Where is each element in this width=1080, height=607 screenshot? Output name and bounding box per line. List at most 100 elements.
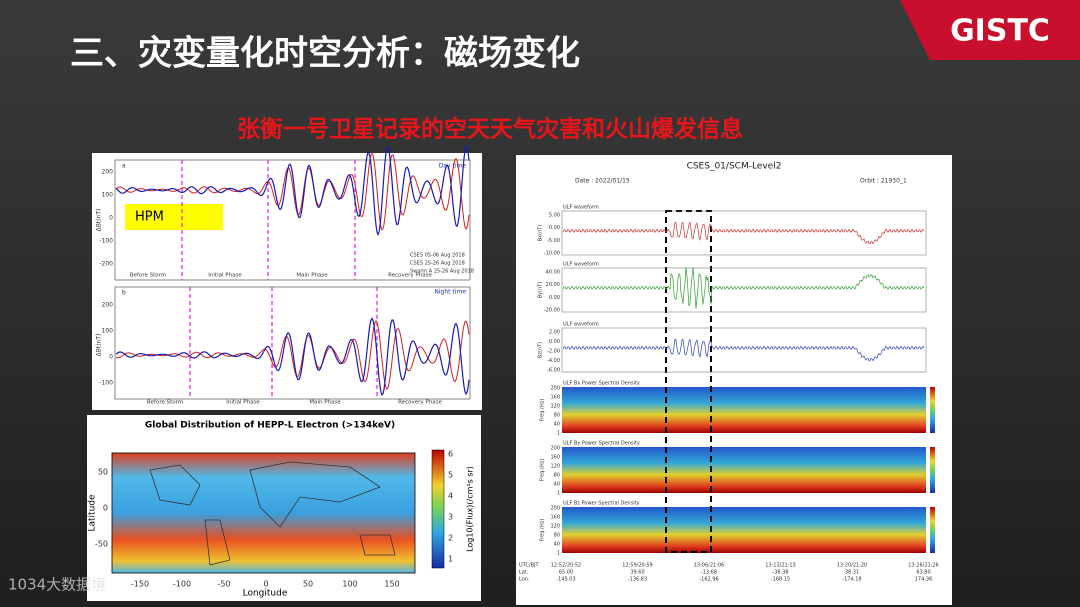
phase-label: Before Storm — [130, 273, 166, 279]
x-tick-label: 100 — [342, 580, 357, 589]
x-tick-label: 63.80 — [916, 570, 930, 576]
y-tick-label: 200 — [550, 386, 560, 392]
legend-entry: CSES 25-26 Aug 2018 — [410, 261, 465, 267]
x-tick-label: -136.83 — [628, 577, 647, 583]
x-tick-label: 65.00 — [559, 570, 573, 576]
subtitle: 张衡一号卫星记录的空天天气灾害和火山爆发信息 — [237, 116, 743, 143]
x-tick-label: -162.96 — [699, 577, 718, 583]
x-tick-label: -150 — [131, 580, 149, 589]
subplot-title: ULF Bz Power Spectral Density — [563, 501, 640, 507]
colorbar — [930, 507, 935, 553]
x-tick-label: -145.03 — [556, 577, 575, 583]
legend-entry: Swarm A 25-26 Aug 2018 — [410, 269, 474, 275]
row-label: Lon. — [519, 577, 530, 583]
colorbar-label: Log10(Flux)(/cm²s sr) — [466, 466, 475, 552]
plot-frame — [114, 159, 471, 281]
x-tick-label: 13:13/21:13 — [765, 563, 796, 569]
coastlines — [149, 461, 396, 566]
logo-band — [900, 0, 1080, 60]
y-label: Freq.(Hz) — [540, 519, 546, 542]
scm-orbit: Orbit : 21930_1 — [860, 178, 907, 185]
y-tick-label: -50 — [95, 540, 108, 549]
spectrogram — [562, 447, 926, 493]
y-tick-label: 1 — [557, 431, 560, 437]
plot-frame — [561, 327, 927, 373]
phase-label: Main Phase — [296, 273, 328, 279]
colorbar — [431, 449, 445, 569]
colorbar-tick-label: 2 — [448, 534, 453, 543]
hpm-panel — [92, 153, 482, 410]
colorbar-tick-label: 5 — [448, 471, 453, 480]
plot-frame — [561, 210, 927, 256]
phase-label: Recovery Phase — [388, 273, 432, 279]
y-tick-label: 120 — [550, 524, 560, 530]
colorbar — [930, 447, 935, 493]
hpm-box — [125, 204, 223, 230]
colorbar-tick-label: 3 — [448, 513, 453, 522]
x-tick-label: -50 — [217, 580, 230, 589]
y-tick-label: -200 — [99, 261, 113, 268]
x-tick-label: -168.15 — [771, 577, 790, 583]
y-tick-label: 5.00 — [549, 213, 560, 219]
logo: GISTC — [950, 14, 1050, 49]
subplot-title: ULF waveform — [563, 322, 599, 328]
phase-label: Initial Phase — [208, 273, 242, 279]
colorbar — [930, 387, 935, 433]
y-tick-label: 0 — [109, 354, 113, 361]
y-tick-label: 0 — [109, 215, 113, 222]
y-tick-label: 40.00 — [546, 270, 560, 276]
x-tick-label: 12:59/20:59 — [622, 563, 653, 569]
y-tick-label: 1 — [557, 551, 560, 557]
y-tick-label: 120 — [550, 404, 560, 410]
x-tick-label: 38.31 — [845, 570, 859, 576]
x-tick-label: 13:06/21:06 — [694, 563, 725, 569]
y-tick-label: 120 — [550, 464, 560, 470]
colorbar-tick-label: 6 — [448, 450, 453, 459]
map-title: Global Distribution of HEPP-L Electron (… — [145, 421, 395, 431]
y-tick-label: -100 — [99, 238, 113, 245]
hpm-wave — [115, 145, 470, 237]
y-tick-label: -2.00 — [547, 349, 560, 355]
y-tick-label: -5.00 — [547, 238, 560, 244]
y-label: Bz(nT) — [538, 342, 544, 358]
y-tick-label: 40 — [554, 542, 560, 548]
phase-label: Recovery Phase — [398, 400, 442, 406]
y-tick-label: 2.00 — [549, 330, 560, 336]
phase-label: Before Storm — [147, 400, 183, 406]
y-tick-label: -20.00 — [544, 308, 560, 314]
y-tick-label: 100 — [102, 192, 114, 199]
spectrogram — [562, 507, 926, 553]
y-tick-label: 50 — [98, 468, 108, 477]
x-tick-label: 0 — [263, 580, 268, 589]
panel-tag: b — [122, 290, 126, 297]
waveform — [562, 221, 925, 245]
x-tick-label: 50 — [303, 580, 313, 589]
subplot-title: ULF waveform — [563, 262, 599, 268]
y-tick-label: -4.00 — [547, 358, 560, 364]
y-tick-label: 100 — [102, 328, 114, 335]
y-label: ΔBt(nT) — [96, 209, 103, 232]
y-tick-label: 160 — [550, 395, 560, 401]
y-label: ΔBt(nT) — [96, 334, 103, 357]
phase-label: Initial Phase — [226, 400, 260, 406]
y-tick-label: 160 — [550, 455, 560, 461]
y-tick-label: 1 — [557, 491, 560, 497]
y-tick-label: 80 — [554, 533, 560, 539]
y-tick-label: 0 — [103, 504, 108, 513]
subplot-title: ULF By Power Spectral Density — [563, 441, 640, 447]
hpm-wave — [115, 317, 470, 397]
waveform — [562, 267, 925, 309]
x-tick-label: 13:20/21:20 — [837, 563, 868, 569]
x-tick-label: -100 — [173, 580, 191, 589]
colorbar-tick-label: 1 — [448, 555, 453, 564]
title: 三、灾变量化时空分析：磁场变化 — [70, 34, 580, 74]
x-tick-label: 13:26/21:26 — [908, 563, 939, 569]
hpm-label: HPM — [135, 210, 164, 225]
y-tick-label: -100 — [99, 380, 113, 387]
legend-entry: CSES 05-06 Aug 2018 — [410, 253, 465, 259]
x-tick-label: 150 — [384, 580, 399, 589]
y-tick-label: 0.00 — [549, 295, 560, 301]
panel-tag: a — [122, 163, 126, 170]
